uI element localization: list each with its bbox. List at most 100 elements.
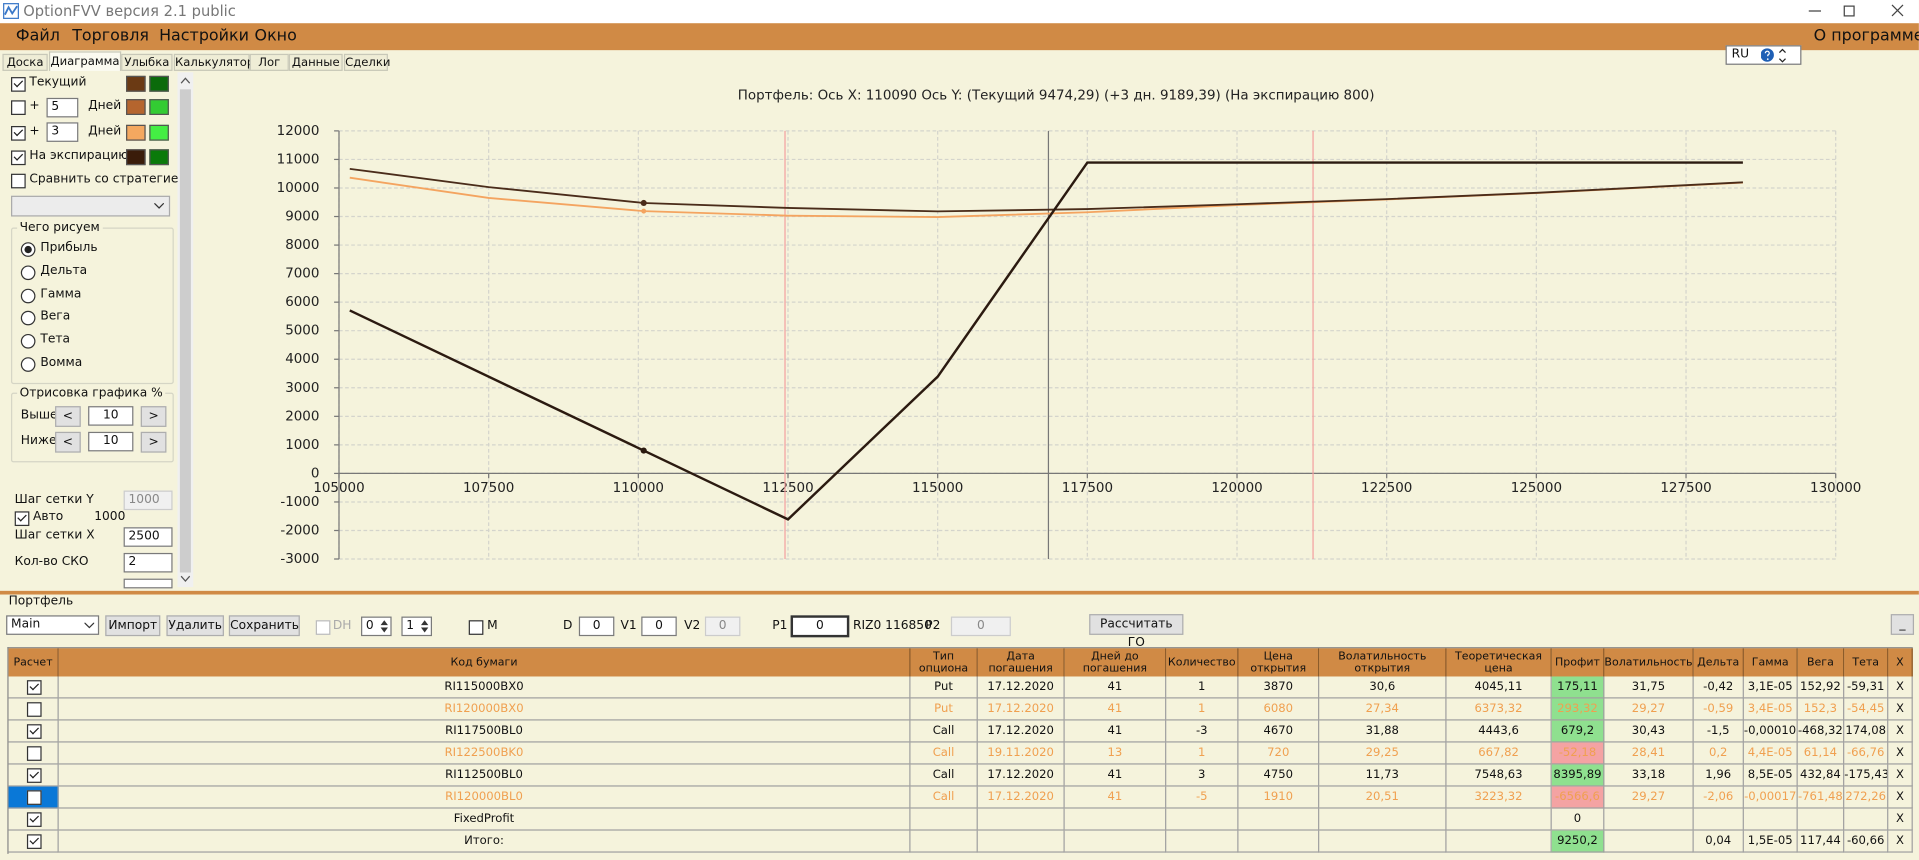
calc-button[interactable]: Рассчитать ГО <box>1089 614 1184 650</box>
tab[interactable]: Калькулятор <box>173 53 254 71</box>
minimize-button[interactable]: _ <box>1890 614 1915 635</box>
color-swatch[interactable] <box>149 124 169 141</box>
sko-input[interactable]: 2 <box>123 552 173 573</box>
table-cell: 667,82 <box>1446 742 1552 765</box>
portfolio-combo[interactable]: Main <box>6 615 100 635</box>
checkbox[interactable] <box>468 620 484 635</box>
delete-button[interactable]: Удалить <box>166 615 224 637</box>
color-swatch[interactable] <box>126 75 146 92</box>
remove-button[interactable]: X <box>1888 786 1913 809</box>
menu-item[interactable]: Файл <box>15 26 60 46</box>
checkbox[interactable] <box>26 680 42 695</box>
checkbox[interactable] <box>11 150 26 166</box>
color-swatch[interactable] <box>126 99 146 115</box>
column-header[interactable]: Тип опциона <box>910 648 978 677</box>
column-header[interactable]: Расчет <box>8 648 59 677</box>
column-header[interactable]: Количество <box>1166 648 1239 677</box>
spin-box[interactable]: 1 <box>401 616 433 637</box>
checkbox[interactable] <box>26 702 42 717</box>
color-swatch[interactable] <box>126 124 146 141</box>
column-header[interactable]: Дата погашения <box>977 648 1065 677</box>
checkbox[interactable] <box>11 125 26 141</box>
checkbox[interactable] <box>11 173 26 189</box>
column-header[interactable]: Дельта <box>1693 648 1744 677</box>
checkbox[interactable] <box>315 620 331 635</box>
tab[interactable]: Улыбка <box>121 53 173 71</box>
column-header[interactable]: Волатильность <box>1604 648 1694 677</box>
increase-button[interactable]: > <box>140 431 167 453</box>
checkbox[interactable] <box>26 724 42 739</box>
radio[interactable] <box>20 357 36 372</box>
checkbox[interactable] <box>26 812 42 827</box>
menu-about[interactable]: О программе <box>1813 26 1919 46</box>
field-input[interactable]: 0 <box>641 616 677 637</box>
days-input[interactable]: 3 <box>46 122 79 142</box>
column-header[interactable]: Вега <box>1797 648 1845 677</box>
radio[interactable] <box>20 242 36 257</box>
tab[interactable]: Доска <box>2 53 48 71</box>
m-label: M <box>487 618 498 633</box>
color-swatch[interactable] <box>149 99 169 115</box>
table-cell <box>1797 808 1845 831</box>
column-header[interactable]: Дней до погашения <box>1064 648 1167 677</box>
language-combo[interactable]: RU <box>1725 45 1802 65</box>
increase-button[interactable]: > <box>140 406 167 427</box>
checkbox[interactable] <box>26 768 42 783</box>
remove-button[interactable]: X <box>1888 764 1913 787</box>
spin-box[interactable]: 0 <box>361 616 392 637</box>
decrease-button[interactable]: < <box>55 406 81 427</box>
column-header[interactable]: Профит <box>1551 648 1605 677</box>
import-button[interactable]: Импорт <box>105 615 161 637</box>
strategy-combo[interactable] <box>11 195 171 217</box>
column-header[interactable]: Гамма <box>1743 648 1798 677</box>
checkbox[interactable] <box>26 834 42 849</box>
checkbox[interactable] <box>14 511 30 527</box>
color-swatch[interactable] <box>149 149 169 166</box>
remove-button[interactable]: X <box>1888 720 1913 743</box>
remove-button[interactable]: X <box>1888 698 1913 721</box>
remove-button[interactable]: X <box>1888 830 1913 853</box>
chart-title: Портфель: Ось X: 110090 Ось Y: (Текущий … <box>738 88 1375 103</box>
table-cell: 293,32 <box>1551 698 1605 721</box>
range-input[interactable]: 10 <box>88 406 134 426</box>
range-input[interactable]: 10 <box>88 431 134 452</box>
remove-button[interactable]: X <box>1888 808 1913 831</box>
menu-item[interactable]: Торговля <box>72 26 149 46</box>
table-cell: -3 <box>1166 720 1239 743</box>
column-header[interactable]: Цена открытия <box>1238 648 1320 677</box>
radio[interactable] <box>20 288 36 303</box>
radio[interactable] <box>20 334 36 349</box>
days-input[interactable]: 5 <box>46 97 79 118</box>
checkbox[interactable] <box>11 77 26 92</box>
save-button[interactable]: Сохранить <box>228 615 300 637</box>
tab[interactable]: Лог <box>249 53 289 71</box>
table-cell: -60,66 <box>1844 830 1889 853</box>
checkbox[interactable] <box>11 100 26 115</box>
tab[interactable]: Диаграмма <box>48 51 122 71</box>
scrollbar[interactable] <box>177 72 194 588</box>
column-header[interactable]: Код бумаги <box>58 648 911 677</box>
remove-button[interactable]: X <box>1888 676 1913 699</box>
remove-button[interactable]: X <box>1888 742 1913 765</box>
color-swatch[interactable] <box>149 75 169 92</box>
column-header[interactable]: Теоретическая цена <box>1446 648 1552 677</box>
field-label: D <box>562 618 573 633</box>
decrease-button[interactable]: < <box>55 431 81 453</box>
checkbox[interactable] <box>26 790 42 805</box>
menu-item[interactable]: Настройки <box>159 26 249 46</box>
window-controls[interactable] <box>1787 0 1919 23</box>
field-input[interactable]: 0 <box>578 616 615 637</box>
tab[interactable]: Данные <box>288 53 343 71</box>
grid-x-input[interactable]: 2500 <box>123 527 173 547</box>
checkbox[interactable] <box>26 746 42 761</box>
radio[interactable] <box>20 311 36 326</box>
tab[interactable]: Сделки <box>343 53 390 71</box>
column-header[interactable]: X <box>1888 648 1913 677</box>
splitter[interactable] <box>0 590 1919 595</box>
field-input[interactable]: 0 <box>790 615 850 638</box>
radio[interactable] <box>20 265 36 280</box>
column-header[interactable]: Волатильность открытия <box>1319 648 1447 677</box>
column-header[interactable]: Тета <box>1844 648 1889 677</box>
menu-item[interactable]: Окно <box>254 26 297 46</box>
color-swatch[interactable] <box>126 149 146 166</box>
